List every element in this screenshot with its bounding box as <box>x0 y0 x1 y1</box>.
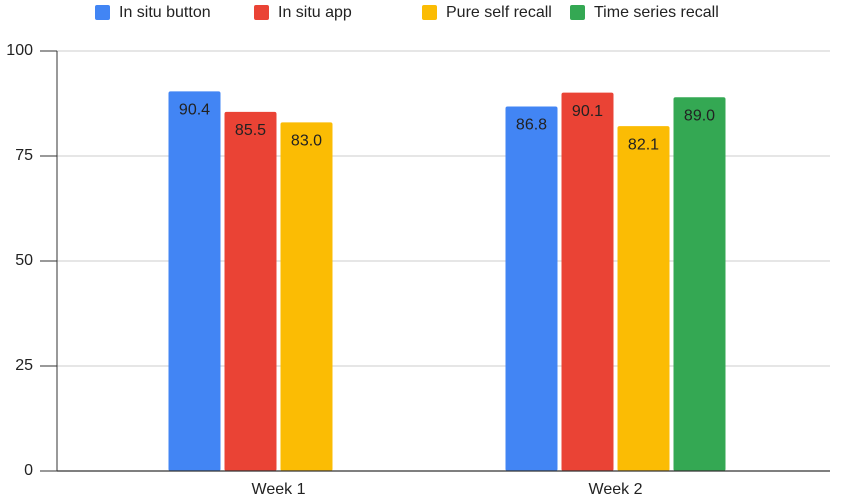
legend-swatch <box>254 5 269 20</box>
bar <box>168 91 221 471</box>
x-tick-label: Week 2 <box>589 481 643 498</box>
legend-swatch <box>95 5 110 20</box>
legend-swatch <box>570 5 585 20</box>
data-label: 85.5 <box>235 122 266 139</box>
data-label: 82.1 <box>628 136 659 153</box>
data-label: 90.1 <box>572 103 603 120</box>
bar <box>505 106 558 471</box>
legend-swatch <box>422 5 437 20</box>
y-tick-label: 25 <box>15 357 33 374</box>
bar <box>617 126 670 472</box>
data-label: 90.4 <box>179 102 210 119</box>
y-tick-label: 75 <box>15 147 33 164</box>
legend-label: In situ button <box>119 4 211 21</box>
legend-label: Pure self recall <box>446 4 552 21</box>
data-label: 83.0 <box>291 133 322 150</box>
x-tick-label: Week 1 <box>252 481 306 498</box>
y-tick-label: 50 <box>15 252 33 269</box>
legend-label: In situ app <box>278 4 352 21</box>
bar <box>280 122 333 472</box>
bar <box>561 92 614 471</box>
y-tick-label: 100 <box>6 42 33 59</box>
bar <box>673 97 726 471</box>
y-tick-label: 0 <box>24 462 33 479</box>
data-label: 86.8 <box>516 117 547 134</box>
bar <box>224 111 277 472</box>
data-label: 89.0 <box>684 107 715 124</box>
legend-label: Time series recall <box>594 4 719 21</box>
